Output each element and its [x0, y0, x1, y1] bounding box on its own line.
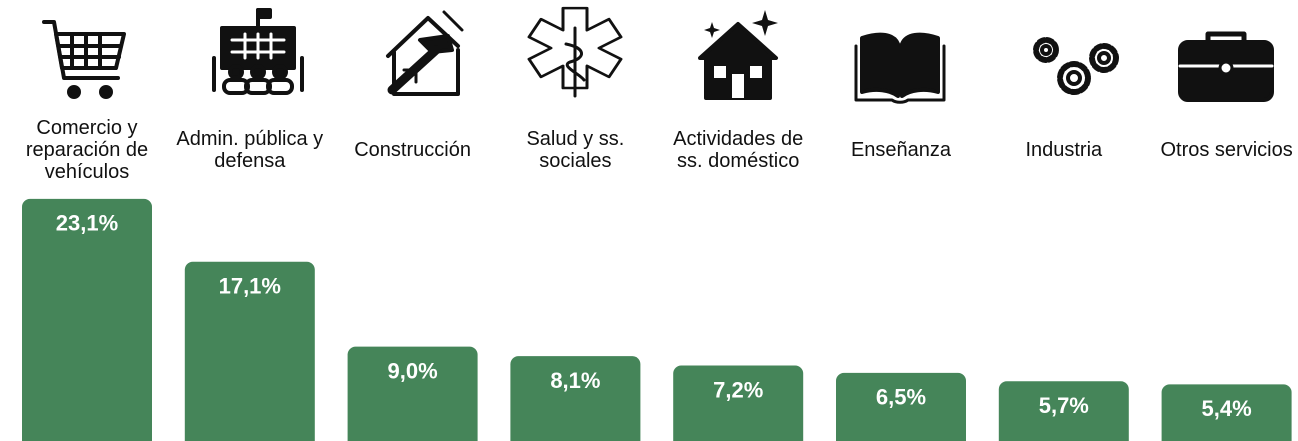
category-label: Comercio y reparación de vehículos: [25, 117, 149, 183]
bar: [22, 198, 152, 441]
value-label: 23,1%: [56, 211, 118, 236]
gears-icon: [1033, 37, 1119, 95]
value-label: 8,1%: [550, 368, 600, 393]
value-label: 7,2%: [713, 377, 763, 402]
construction-icon: [386, 10, 464, 96]
briefcase-icon: [1178, 31, 1274, 102]
value-label: 17,1%: [219, 274, 281, 299]
cart-icon: [42, 20, 126, 99]
health-icon: [527, 6, 623, 98]
value-label: 5,7%: [1039, 393, 1089, 418]
value-label: 6,5%: [876, 385, 926, 410]
bar: [1161, 384, 1292, 441]
bar: [673, 365, 804, 441]
value-label: 9,0%: [388, 358, 438, 383]
bar: [510, 356, 641, 441]
category-label: Industria: [1025, 139, 1103, 161]
category-label: Enseñanza: [850, 139, 952, 161]
bar: [998, 381, 1129, 441]
bar: [184, 261, 315, 441]
domestic-icon: [698, 10, 778, 100]
bar: [836, 372, 966, 441]
category-label: Salud y ss. sociales: [526, 128, 625, 172]
icons: [42, 6, 1274, 104]
category-label: Otros servicios: [1160, 139, 1293, 161]
category-label: Construcción: [354, 139, 471, 161]
category-label: Actividades de ss. doméstico: [673, 128, 804, 172]
category-label: Admin. pública y defensa: [176, 128, 324, 172]
value-label: 5,4%: [1202, 396, 1252, 421]
building-icon: [212, 8, 304, 95]
bar: [347, 346, 478, 441]
book-icon: [854, 32, 946, 104]
